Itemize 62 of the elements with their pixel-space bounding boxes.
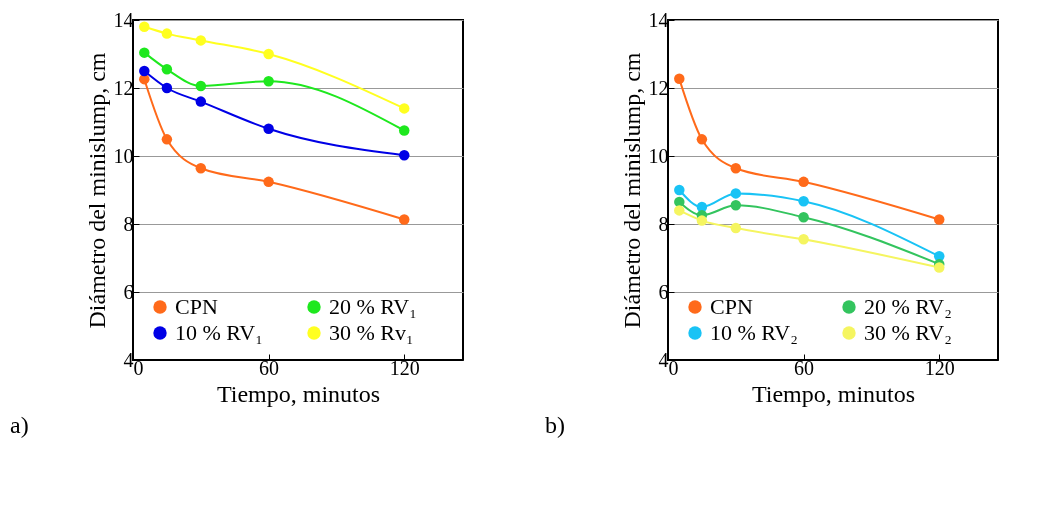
text: b) xyxy=(545,412,565,438)
x-axis-title: Tiempo, minutos xyxy=(751,380,916,407)
point xyxy=(398,125,410,136)
point xyxy=(730,188,742,199)
y-tick-label: 14 xyxy=(113,8,134,31)
y-tick-label: 14 xyxy=(648,8,669,31)
legend-label: CPN xyxy=(175,294,218,319)
point xyxy=(933,262,945,273)
y-tick-label: 12 xyxy=(113,76,134,99)
x-tick-label: 0 xyxy=(668,356,679,379)
y-tick-label: 12 xyxy=(648,76,669,99)
point xyxy=(933,214,945,225)
point xyxy=(696,134,708,145)
point xyxy=(798,176,809,188)
x-axis-title: Tiempo, minutos xyxy=(216,380,381,407)
point xyxy=(263,75,274,87)
point xyxy=(798,211,809,223)
point xyxy=(139,65,150,77)
point xyxy=(263,176,274,188)
text: a) xyxy=(10,412,29,438)
point xyxy=(398,103,410,114)
y-tick-label: 8 xyxy=(658,212,669,235)
legend-label: CPN xyxy=(710,294,753,319)
x-tick-label: 0 xyxy=(133,356,144,379)
x-tick-label: 60 xyxy=(794,356,815,379)
point xyxy=(398,150,410,161)
point xyxy=(195,96,207,107)
y-tick-label: 4 xyxy=(658,348,669,371)
point xyxy=(195,80,207,92)
point xyxy=(730,163,742,174)
y-axis-title: Diámetro del minislump, cm xyxy=(83,52,110,329)
point xyxy=(263,123,274,135)
point xyxy=(696,215,708,226)
legend-label: 30 % RV₂ xyxy=(864,320,952,345)
point xyxy=(195,163,207,174)
point xyxy=(798,195,809,207)
y-axis-title: Diámetro del minislump, cm xyxy=(618,52,645,329)
point xyxy=(161,82,173,94)
point xyxy=(674,184,685,196)
point xyxy=(674,73,685,85)
point xyxy=(674,205,685,216)
point xyxy=(263,48,274,60)
x-tick-label: 60 xyxy=(259,356,280,379)
legend-label: 10 % RV₂ xyxy=(710,320,798,345)
legend-label: 30 % Rv₁ xyxy=(329,320,414,345)
point xyxy=(161,134,173,145)
legend-label: 20 % RV₂ xyxy=(864,294,952,319)
x-tick-label: 120 xyxy=(924,356,955,379)
y-tick-label: 4 xyxy=(123,348,134,371)
x-tick-label: 120 xyxy=(389,356,420,379)
point xyxy=(195,35,207,46)
point xyxy=(798,234,809,245)
point xyxy=(161,28,173,39)
point xyxy=(730,222,742,234)
legend-label: 10 % RV₁ xyxy=(175,320,263,345)
point xyxy=(139,21,150,33)
point xyxy=(398,214,410,225)
y-tick-label: 8 xyxy=(123,212,134,235)
point xyxy=(730,200,742,211)
point xyxy=(161,64,173,75)
legend-label: 20 % RV₁ xyxy=(329,294,417,319)
point xyxy=(139,47,150,58)
